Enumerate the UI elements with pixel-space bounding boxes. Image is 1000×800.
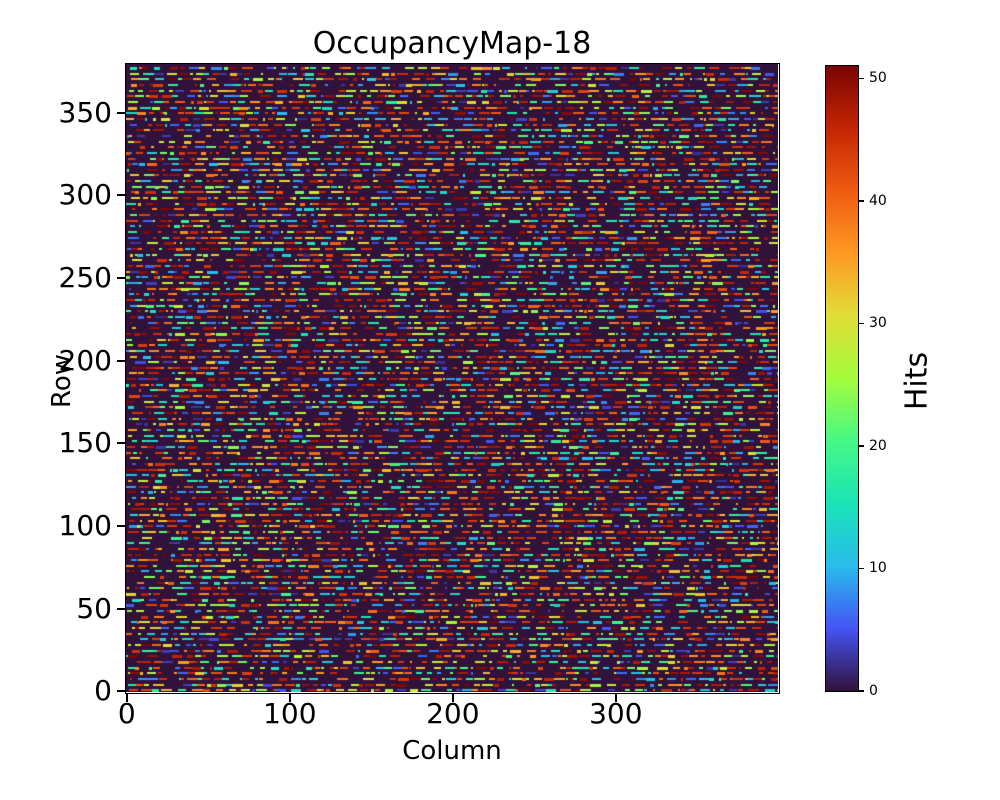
colorbar-tick-label: 10 [869,560,887,577]
x-tick-label: 300 [589,697,643,730]
y-tick-mark [117,524,126,527]
x-axis-label: Column [402,736,502,766]
y-tick-label: 350 [58,95,112,129]
colorbar-tick-label: 0 [869,683,878,699]
y-tick-mark [117,194,126,197]
x-tick-mark [451,693,454,702]
colorbar-tick-mark [859,322,864,325]
x-tick-mark [614,693,617,702]
colorbar-tick-label: 30 [869,315,887,332]
colorbar-tick-mark [859,77,864,79]
y-tick-mark [117,359,126,362]
heatmap-image [126,64,778,692]
y-tick-mark [117,690,126,693]
x-tick-label: 200 [426,697,480,730]
y-tick-mark [117,277,126,280]
y-tick-mark [117,442,126,445]
colorbar-tick-label: 40 [869,192,887,209]
y-tick-mark [117,111,126,114]
y-axis-label: Row [47,353,77,409]
colorbar-tick-mark [859,200,864,202]
y-tick-label: 100 [58,508,112,542]
colorbar-tick-mark [859,567,864,570]
colorbar-label: Hits [899,351,935,411]
y-tick-label: 0 [94,674,112,708]
y-tick-label: 50 [76,591,112,625]
colorbar-tick-label: 20 [869,437,887,454]
y-tick-label: 200 [58,343,112,377]
y-tick-label: 300 [58,178,112,212]
colorbar-tick-label: 50 [869,70,887,87]
x-tick-mark [125,693,128,702]
y-tick-label: 150 [58,426,112,460]
y-tick-mark [117,607,126,610]
x-tick-mark [288,693,291,702]
colorbar-tick-mark [859,690,864,692]
colorbar-gradient [825,65,859,692]
colorbar-tick-mark [859,445,864,447]
x-tick-label: 100 [263,697,317,730]
x-tick-label: 0 [117,697,136,730]
chart-title: OccupancyMap-18 [312,26,592,61]
y-tick-label: 250 [58,261,112,295]
